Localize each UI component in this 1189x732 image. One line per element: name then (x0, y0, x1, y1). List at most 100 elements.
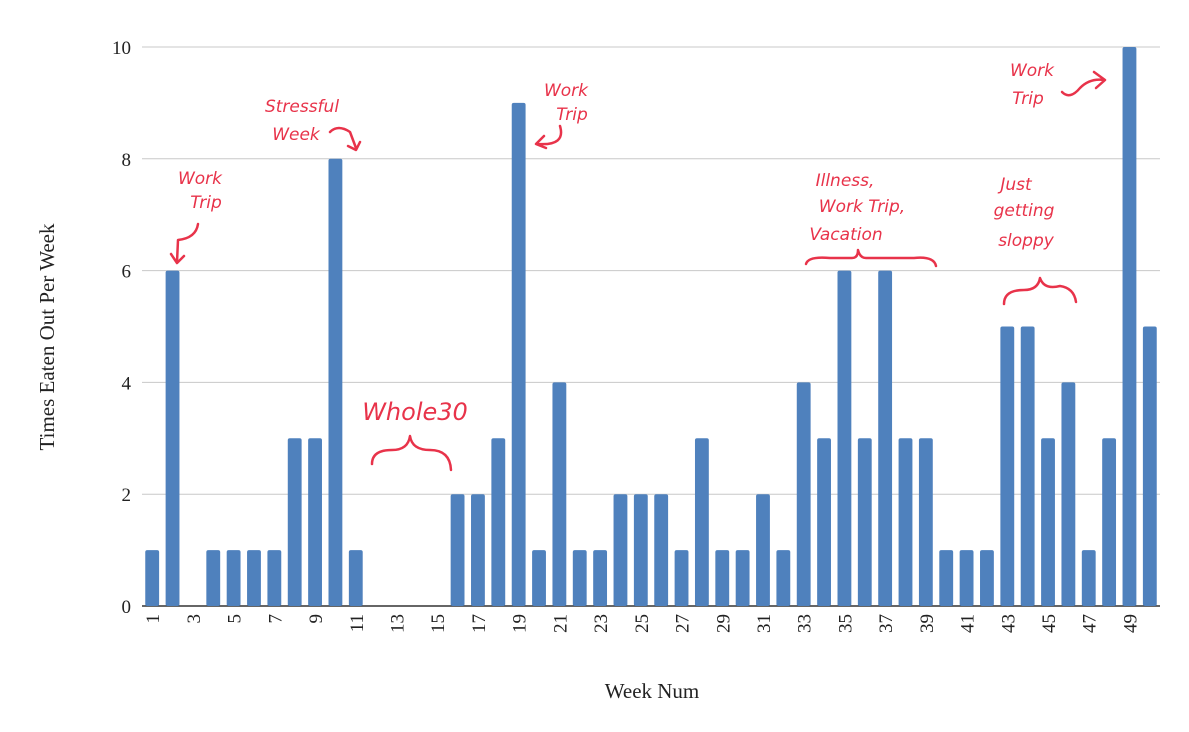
bar-week-45 (1041, 438, 1055, 606)
x-tick-label: 21 (550, 614, 571, 633)
x-tick-label: 7 (265, 614, 286, 624)
annotation-work-trip-week-49: Work Trip (1010, 61, 1107, 109)
annotation-illness-work-trip-vacation: Illness, Work Trip, Vacation (804, 171, 938, 268)
bar-week-46 (1061, 382, 1076, 606)
x-tick-label: 5 (225, 614, 246, 624)
y-tick-label: 10 (112, 38, 131, 59)
y-tick-label: 6 (122, 262, 132, 283)
bar-week-1 (145, 550, 160, 606)
bar-week-22 (572, 550, 587, 606)
bar-week-37 (878, 270, 893, 606)
x-tick-label: 47 (1080, 614, 1101, 633)
bar-week-20 (532, 550, 546, 606)
y-axis-label: Times Eaten Out Per Week (35, 223, 59, 450)
annotation-work-trip-week-19: Work Trip (534, 81, 589, 150)
bar-week-19 (511, 102, 526, 607)
annotation-stressful-week: Stressful Week (265, 97, 362, 152)
bar-week-11 (348, 550, 363, 606)
bar-week-42 (980, 550, 994, 606)
bar-week-38 (898, 438, 913, 606)
y-tick-label: 0 (122, 597, 132, 618)
svg-text:getting: getting (994, 201, 1055, 221)
bar-week-35 (837, 270, 852, 606)
bar-week-31 (756, 494, 770, 606)
bar-week-26 (654, 494, 669, 606)
x-tick-label: 11 (347, 614, 368, 632)
x-tick-label: 31 (754, 614, 775, 633)
svg-text:Work: Work (178, 169, 223, 189)
x-tick-label: 15 (428, 614, 449, 633)
svg-text:Trip: Trip (556, 105, 588, 125)
bar-week-25 (633, 494, 648, 606)
bar-week-21 (552, 382, 567, 606)
svg-text:Work: Work (544, 81, 589, 101)
bar-week-33 (796, 382, 811, 606)
svg-text:Week: Week (272, 125, 321, 145)
x-tick-label: 27 (673, 614, 694, 633)
x-axis-label: Week Num (605, 679, 700, 703)
svg-text:Illness,: Illness, (816, 171, 875, 191)
annotation-just-getting-sloppy: Just getting sloppy (994, 175, 1078, 306)
annotation-work-trip-week-2: Work Trip (169, 169, 223, 265)
bar-week-36 (857, 438, 872, 606)
svg-text:Stressful: Stressful (265, 97, 339, 117)
bar-week-24 (613, 494, 628, 606)
x-tick-label: 39 (917, 614, 938, 633)
x-tick-label: 9 (306, 614, 327, 624)
bar-week-9 (308, 438, 322, 606)
x-tick-label: 13 (388, 614, 409, 633)
bar-week-34 (817, 438, 831, 606)
svg-text:Trip: Trip (1012, 89, 1044, 109)
bar-week-23 (593, 550, 608, 606)
svg-text:Trip: Trip (190, 193, 222, 213)
x-tick-label: 45 (1039, 614, 1060, 633)
annotations: Work Trip Stressful Week Whole30 Work Tr… (169, 61, 1107, 472)
x-tick-label: 25 (632, 614, 653, 633)
bar-week-4 (206, 550, 221, 606)
svg-text:Vacation: Vacation (809, 225, 882, 245)
svg-text:Just: Just (997, 175, 1033, 195)
x-tick-label: 43 (998, 614, 1019, 633)
bar-week-43 (1000, 326, 1015, 606)
bar-week-7 (267, 550, 282, 606)
bar-week-49 (1122, 47, 1137, 606)
bar-week-2 (165, 270, 180, 606)
bar-week-40 (939, 550, 954, 606)
bar-week-18 (491, 438, 506, 606)
svg-text:Work: Work (1010, 61, 1055, 81)
bar-week-8 (287, 438, 302, 606)
x-tick-label: 37 (876, 614, 897, 633)
svg-text:sloppy: sloppy (998, 231, 1055, 251)
x-tick-label: 33 (795, 614, 816, 633)
bar-week-17 (471, 494, 485, 606)
y-tick-label: 8 (122, 150, 132, 171)
bar-week-32 (776, 550, 791, 606)
bar-week-27 (674, 550, 689, 606)
bar-week-48 (1102, 438, 1117, 606)
x-tick-label: 3 (184, 614, 205, 624)
x-tick-label: 17 (469, 614, 490, 633)
x-tick-label: 23 (591, 614, 612, 633)
bar-week-28 (694, 438, 709, 606)
y-tick-label: 4 (122, 373, 132, 394)
svg-text:Whole30: Whole30 (362, 398, 468, 426)
x-tick-label: 1 (143, 614, 164, 624)
x-tick-label: 41 (958, 614, 979, 633)
bar-week-39 (918, 438, 933, 606)
annotation-whole30: Whole30 (362, 398, 468, 472)
svg-text:Work Trip,: Work Trip, (819, 197, 905, 217)
x-tick-label: 49 (1120, 614, 1141, 633)
bar-week-6 (247, 550, 261, 606)
bar-week-10 (328, 158, 343, 607)
bar-week-29 (715, 550, 730, 606)
bar-week-50 (1142, 326, 1157, 606)
bar-week-47 (1081, 550, 1096, 606)
x-tick-label: 29 (713, 614, 734, 633)
bar-week-16 (450, 494, 465, 606)
y-tick-label: 2 (122, 485, 132, 506)
x-tick-label: 35 (835, 614, 856, 633)
bar-week-30 (735, 550, 750, 606)
bar-week-5 (226, 550, 241, 606)
x-tick-label: 19 (510, 614, 531, 633)
